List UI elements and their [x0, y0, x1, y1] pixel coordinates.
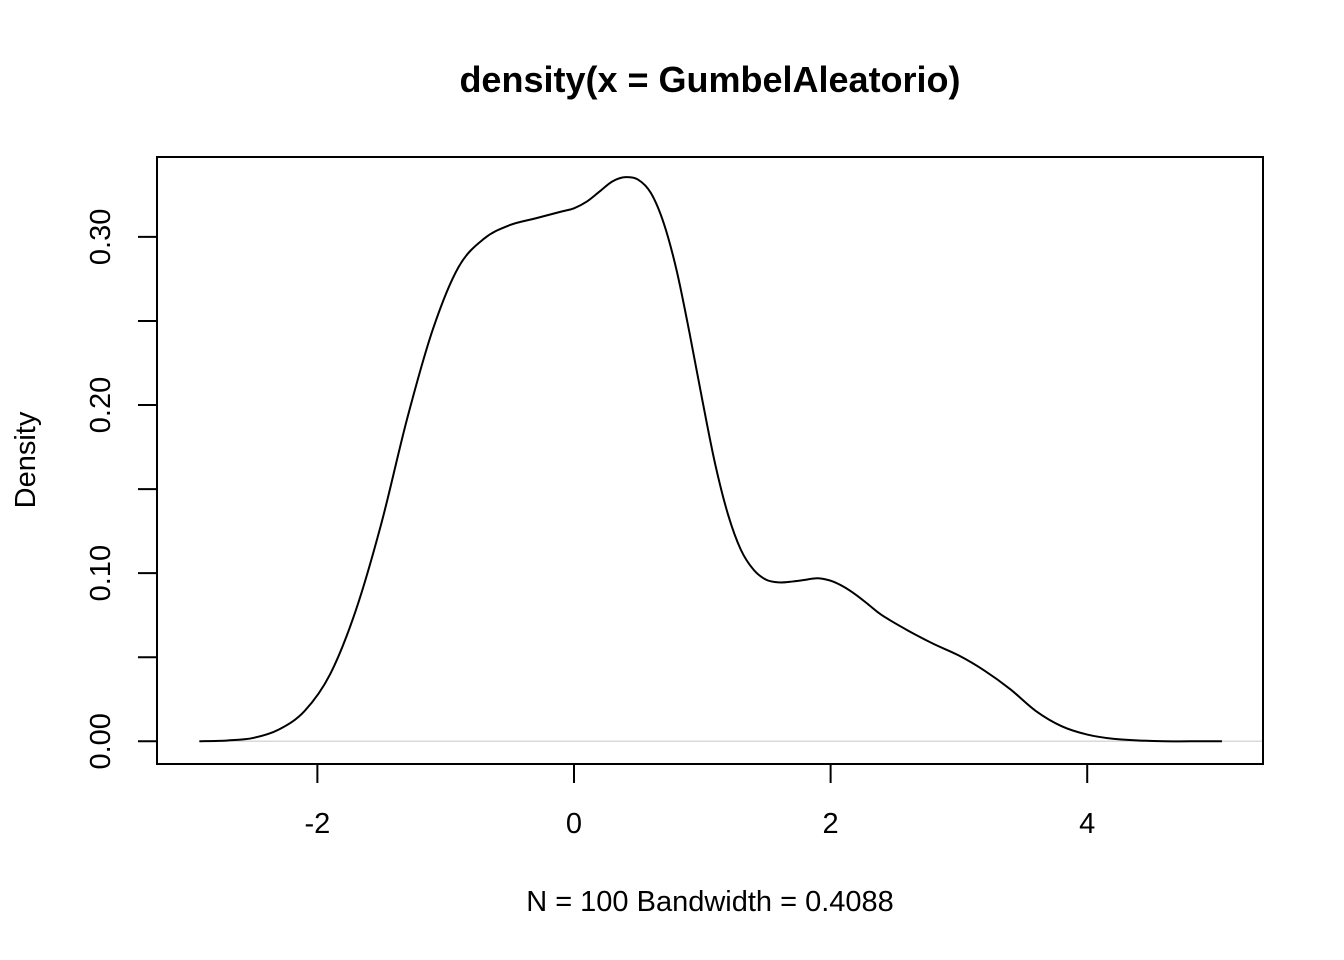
x-tick-label: -2: [304, 808, 330, 840]
y-tick-label: 0.30: [85, 209, 117, 265]
y-tick-label: 0.10: [85, 545, 117, 601]
y-tick-label: 0.00: [85, 713, 117, 769]
x-axis: -2 0 2 4: [304, 763, 1095, 840]
chart-title: density(x = GumbelAleatorio): [459, 59, 960, 100]
y-axis: 0.00 0.10 0.20 0.30: [85, 209, 158, 770]
x-tick-label: 2: [823, 808, 839, 840]
density-curve: [199, 176, 1222, 743]
y-tick-label: 0.20: [85, 377, 117, 433]
plot-frame: [156, 156, 1264, 765]
x-tick-label: 4: [1079, 808, 1095, 840]
y-axis-label: Density: [10, 411, 42, 508]
x-tick-label: 0: [566, 808, 582, 840]
x-axis-label: N = 100 Bandwidth = 0.4088: [526, 886, 894, 918]
